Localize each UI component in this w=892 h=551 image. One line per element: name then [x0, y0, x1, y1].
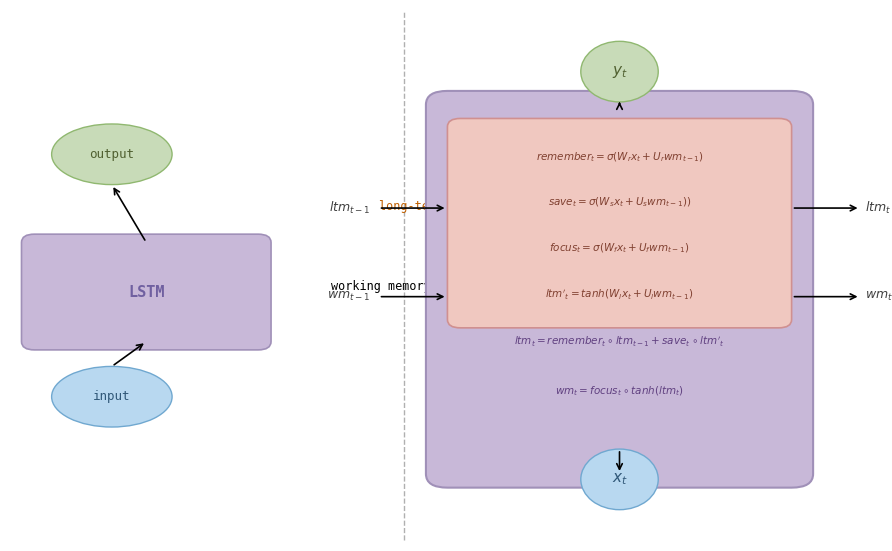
Text: $save_t = \sigma(W_s x_t + U_s wm_{t-1}))$: $save_t = \sigma(W_s x_t + U_s wm_{t-1})… [548, 196, 691, 209]
Text: $wm_t = focus_t \circ tanh(ltm_t)$: $wm_t = focus_t \circ tanh(ltm_t)$ [555, 385, 684, 398]
Text: output: output [89, 148, 135, 161]
Text: $remember_t = \sigma(W_r x_t + U_r wm_{t-1})$: $remember_t = \sigma(W_r x_t + U_r wm_{t… [535, 150, 704, 164]
FancyBboxPatch shape [425, 91, 814, 488]
Text: long-term memory: long-term memory [378, 200, 492, 213]
Ellipse shape [52, 366, 172, 427]
Ellipse shape [581, 449, 658, 510]
FancyBboxPatch shape [21, 234, 271, 350]
Text: $wm_t$: $wm_t$ [864, 290, 892, 303]
FancyBboxPatch shape [448, 118, 791, 328]
Text: $wm_{t-1}$: $wm_{t-1}$ [326, 290, 370, 303]
Text: $x_t$: $x_t$ [612, 472, 627, 487]
Text: $ltm_t$: $ltm_t$ [864, 200, 891, 216]
Text: input: input [93, 390, 130, 403]
Text: $focus_t = \sigma(W_f x_t + U_f wm_{t-1})$: $focus_t = \sigma(W_f x_t + U_f wm_{t-1}… [549, 241, 690, 255]
Text: $y_t$: $y_t$ [612, 63, 627, 80]
Text: $ltm'_t = tanh(W_l x_t + U_l wm_{t-1})$: $ltm'_t = tanh(W_l x_t + U_l wm_{t-1})$ [545, 287, 694, 301]
Text: LSTM: LSTM [128, 284, 164, 300]
Ellipse shape [52, 124, 172, 185]
Text: $ltm_{t-1}$: $ltm_{t-1}$ [328, 200, 370, 216]
Text: $ltm_t = remember_t \circ ltm_{t-1} + save_t \circ ltm'_t$: $ltm_t = remember_t \circ ltm_{t-1} + sa… [514, 334, 725, 349]
Ellipse shape [581, 41, 658, 102]
Text: working memory: working memory [331, 280, 431, 293]
